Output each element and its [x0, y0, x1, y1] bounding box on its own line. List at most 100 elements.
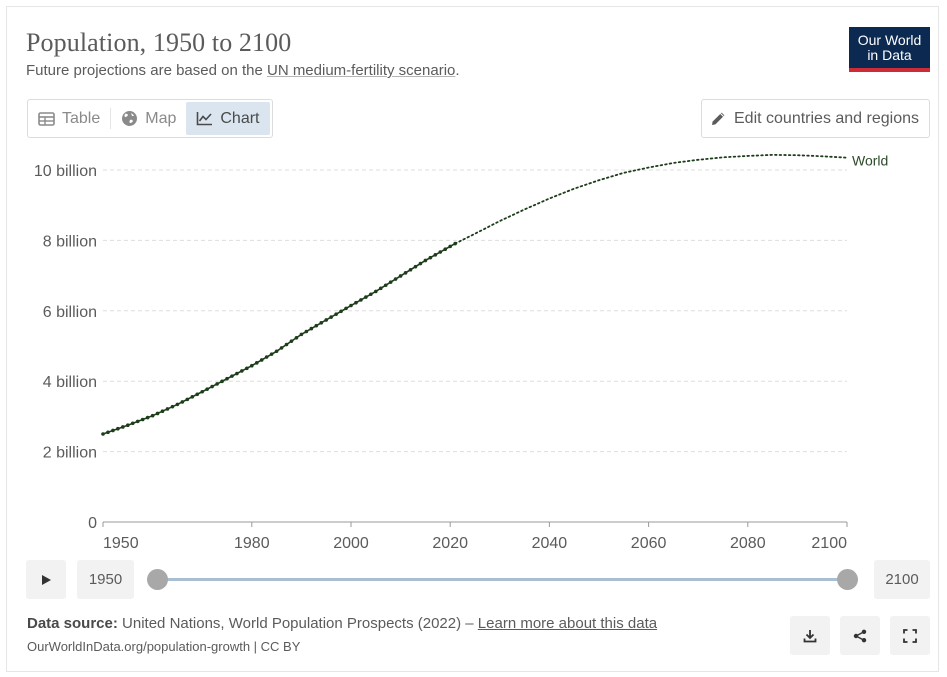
world-data-point — [418, 261, 423, 266]
world-data-point — [274, 349, 279, 354]
x-tick-label: 1980 — [234, 535, 270, 552]
world-data-point — [264, 355, 269, 359]
world-data-point — [448, 244, 453, 249]
edit-countries-button[interactable]: Edit countries and regions — [701, 99, 930, 138]
subtitle-suffix: . — [455, 62, 460, 79]
world-data-point — [299, 332, 304, 337]
world-data-point — [215, 382, 219, 386]
world-data-point — [413, 264, 418, 269]
world-data-point — [155, 411, 160, 416]
world-data-point — [304, 329, 309, 334]
world-data-point — [259, 358, 264, 362]
logo-line-1: Our World — [857, 32, 922, 48]
y-tick-label: 0 — [88, 515, 97, 532]
world-data-point — [200, 389, 204, 394]
world-data-point — [135, 419, 140, 424]
world-data-point — [294, 335, 299, 340]
page-title: Population, 1950 to 2100 — [26, 28, 292, 57]
page-subtitle: Future projections are based on the UN m… — [26, 62, 460, 79]
y-tick-label: 10 billion — [34, 163, 97, 180]
line-chart-icon — [197, 112, 213, 126]
world-data-point — [383, 283, 388, 288]
subtitle-link[interactable]: UN medium-fertility scenario — [266, 62, 456, 79]
x-tick-label: 2100 — [811, 535, 847, 552]
tab-table-label: Table — [62, 109, 101, 127]
world-data-point — [240, 369, 244, 373]
world-data-point — [433, 253, 438, 257]
y-tick-label: 2 billion — [43, 445, 97, 462]
world-data-point — [205, 387, 209, 391]
learn-more-link[interactable]: Learn more about this data — [477, 615, 658, 632]
fullscreen-button[interactable] — [890, 616, 930, 655]
series-label-world: World — [852, 153, 888, 169]
play-button[interactable] — [26, 560, 66, 599]
world-data-point — [443, 247, 448, 251]
world-data-point — [140, 417, 145, 422]
world-data-point — [210, 384, 214, 389]
world-data-point — [289, 339, 294, 343]
x-tick-label: 2080 — [730, 535, 766, 552]
edit-countries-label: Edit countries and regions — [734, 109, 919, 127]
world-data-point — [185, 397, 190, 402]
world-data-point — [374, 289, 378, 294]
world-data-point — [190, 395, 195, 399]
world-data-point — [254, 361, 259, 365]
world-data-point — [180, 400, 185, 404]
world-data-point — [369, 292, 373, 297]
tab-map[interactable]: Map — [111, 100, 186, 137]
globe-icon — [122, 111, 138, 126]
x-tick-label: 2060 — [631, 535, 667, 552]
x-tick-label: 2020 — [432, 535, 468, 552]
world-data-point — [393, 277, 398, 281]
world-data-point — [145, 415, 150, 420]
world-data-point — [165, 407, 170, 411]
timeline-end-handle[interactable] — [837, 569, 858, 590]
world-data-point — [269, 352, 274, 356]
world-data-point — [225, 376, 229, 381]
world-data-point — [106, 430, 110, 435]
y-tick-label: 6 billion — [43, 304, 97, 321]
population-line-chart: 0 2 billion 4 billion 6 billion 8 billion 10 … — [34, 153, 888, 552]
world-data-point — [423, 258, 428, 263]
tab-chart[interactable]: Chart — [186, 102, 270, 135]
tab-table[interactable]: Table — [28, 108, 112, 129]
world-data-point — [339, 309, 343, 314]
world-data-point — [354, 300, 358, 305]
world-data-point — [359, 298, 363, 302]
world-data-point — [130, 421, 135, 426]
timeline-start-year[interactable]: 1950 — [77, 560, 134, 599]
tab-chart-label: Chart — [220, 109, 260, 127]
world-data-point — [170, 404, 175, 409]
world-data-point — [160, 409, 165, 413]
world-data-point — [364, 295, 368, 299]
y-tick-label: 8 billion — [43, 233, 97, 250]
subtitle-prefix: Future projections are based on the — [26, 62, 267, 79]
logo-line-2: in Data — [867, 47, 912, 63]
owid-logo[interactable]: Our World in Data — [849, 27, 930, 72]
world-line-historical — [102, 242, 456, 435]
share-icon — [853, 629, 867, 642]
share-button[interactable] — [840, 616, 880, 655]
world-data-point — [279, 346, 284, 350]
y-tick-label: 4 billion — [43, 374, 97, 391]
world-data-point — [284, 342, 289, 347]
world-line-projection — [454, 153, 848, 245]
timeline-start-handle[interactable] — [147, 569, 168, 590]
timeline-track[interactable] — [157, 578, 847, 581]
source-text: United Nations, World Population Prospec… — [117, 615, 478, 632]
world-data-point — [319, 321, 324, 325]
view-tabs: Table Map Chart — [27, 99, 273, 138]
world-data-point — [388, 280, 393, 284]
play-icon — [42, 574, 51, 585]
world-data-point — [235, 371, 239, 376]
download-button[interactable] — [790, 616, 830, 655]
world-data-point — [378, 286, 383, 291]
tab-map-label: Map — [145, 109, 177, 127]
world-data-point — [116, 426, 120, 431]
world-data-point — [250, 363, 254, 368]
world-data-point — [314, 323, 319, 328]
world-data-point — [309, 326, 314, 331]
timeline-end-year[interactable]: 2100 — [874, 560, 930, 599]
world-data-point — [324, 318, 329, 322]
data-source: Data source: United Nations, World Popul… — [27, 615, 657, 632]
